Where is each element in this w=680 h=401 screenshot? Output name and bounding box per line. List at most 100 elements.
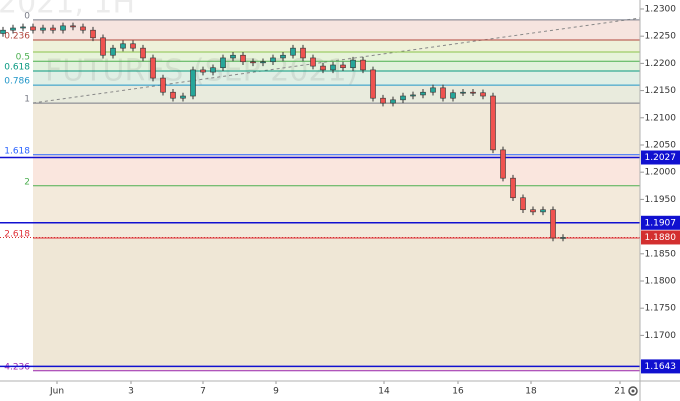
candle-body	[250, 61, 256, 64]
fib-band	[33, 103, 640, 155]
candle-body	[0, 29, 6, 34]
x-tick-label: 7	[200, 387, 206, 397]
price-box	[641, 359, 680, 374]
candle-body	[10, 27, 16, 31]
candle-body	[540, 209, 546, 213]
fib-band	[33, 85, 640, 104]
candle-body	[380, 97, 386, 104]
candle-body	[410, 94, 416, 97]
candle-body	[330, 64, 336, 71]
price-box	[641, 230, 680, 245]
y-tick-label: 1.1750	[645, 304, 677, 314]
candle-body	[90, 29, 96, 39]
y-tick-label: 1.2100	[645, 113, 677, 123]
x-tick-label: Jun	[49, 387, 64, 397]
fib-label: 0	[24, 11, 30, 21]
fib-label: 0.786	[4, 77, 30, 87]
candle-body	[280, 54, 286, 59]
price-box-label: 1.2027	[645, 153, 677, 163]
fib-band	[33, 185, 640, 239]
candle-body	[360, 59, 366, 71]
candle-body	[180, 95, 186, 99]
fib-label: 2.618	[4, 230, 30, 240]
y-tick-label: 1.2000	[645, 168, 677, 178]
fib-label: 1.618	[4, 146, 30, 156]
price-box-label: 1.1643	[645, 362, 677, 372]
candle-body	[430, 87, 436, 93]
x-tick-label: 16	[452, 387, 464, 397]
fib-band	[33, 51, 640, 62]
candle-body	[110, 47, 116, 56]
fib-band	[33, 61, 640, 71]
gear[interactable]	[628, 386, 638, 396]
candle-body	[140, 47, 146, 59]
fib-band	[33, 19, 640, 40]
gear-center[interactable]	[631, 389, 635, 393]
fib-label: 4.236	[4, 362, 30, 372]
candle-body	[290, 47, 296, 56]
candle-body	[20, 26, 26, 29]
candle-body	[240, 54, 246, 63]
settings-icon[interactable]	[628, 386, 638, 396]
y-tick-label: 1.1700	[645, 331, 677, 341]
candle-body	[210, 67, 216, 73]
candle-body	[170, 91, 176, 99]
fib-band	[33, 70, 640, 86]
fib-band	[33, 154, 640, 186]
candle-body	[200, 69, 206, 73]
candle-body	[100, 37, 106, 56]
candle-body	[230, 54, 236, 59]
x-tick-label: 9	[273, 387, 279, 397]
candle-body	[450, 92, 456, 99]
y-tick-label: 1.1950	[645, 195, 677, 205]
y-tick-label: 1.1850	[645, 249, 677, 259]
y-tick-label: 1.2200	[645, 59, 677, 69]
candle-body	[50, 27, 56, 31]
candle-body	[80, 26, 86, 31]
fib-band	[33, 39, 640, 52]
fib-label: 0.236	[4, 31, 30, 41]
y-tick-label: 1.2300	[645, 4, 677, 14]
candle-body	[510, 177, 516, 199]
x-tick-label: 18	[525, 387, 537, 397]
candle-body	[270, 57, 276, 63]
candle-body	[460, 91, 466, 94]
candle-body	[350, 59, 356, 69]
candle-body	[370, 69, 376, 99]
candle-body	[470, 91, 476, 94]
candle-body	[120, 43, 126, 49]
candle-body	[130, 43, 136, 49]
fib-label: 0.618	[4, 62, 30, 72]
candle-body	[530, 209, 536, 213]
candle-body	[550, 209, 556, 239]
candle-body	[320, 65, 326, 71]
candle-body	[260, 61, 266, 64]
price-box-label: 1.1907	[645, 218, 677, 228]
candle-body	[490, 95, 496, 151]
y-tick-label: 1.1800	[645, 276, 677, 286]
price-box	[641, 150, 680, 165]
candle-body	[150, 57, 156, 79]
price-box	[641, 215, 680, 230]
candle-body	[70, 25, 76, 28]
candle-body	[440, 87, 446, 99]
fib-label: 2	[24, 177, 30, 187]
fib-band	[33, 238, 640, 371]
price-box-label: 1.1880	[645, 233, 677, 243]
candle-body	[190, 69, 196, 97]
candle-body	[40, 27, 46, 31]
candle-body	[220, 57, 226, 69]
candle-body	[300, 47, 306, 59]
watermark: 2021, 1H	[0, 0, 135, 21]
candle-body	[400, 95, 406, 101]
candle-body	[310, 57, 316, 67]
y-tick-label: 1.2150	[645, 86, 677, 96]
fib-label: 0.5	[16, 53, 30, 63]
y-tick-label: 1.2250	[645, 32, 677, 42]
candle-body	[520, 197, 526, 211]
x-tick-label: 14	[378, 387, 390, 397]
x-tick-label: 3	[128, 387, 134, 397]
candle-body	[560, 237, 566, 239]
trend-line	[32, 17, 641, 104]
